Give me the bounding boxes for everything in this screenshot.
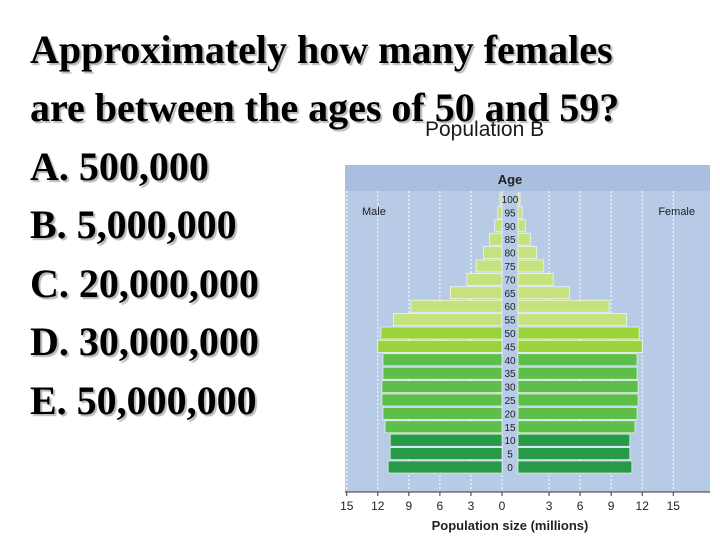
age-tick-label: 40 bbox=[504, 356, 516, 367]
bar-male-100 bbox=[499, 192, 503, 206]
bar-male-65 bbox=[449, 286, 503, 300]
bar-male-60 bbox=[410, 299, 503, 313]
bar-female-85 bbox=[517, 232, 531, 246]
x-tick-label: 15 bbox=[340, 499, 354, 513]
bar-male-70 bbox=[466, 273, 503, 286]
female-label: Female bbox=[658, 206, 695, 218]
x-tick-label: 9 bbox=[406, 499, 413, 513]
age-tick-label: 10 bbox=[504, 436, 516, 447]
chart-title: Population B bbox=[425, 118, 545, 141]
age-tick-label: 55 bbox=[504, 316, 516, 327]
bar-female-100 bbox=[517, 192, 521, 206]
age-tick-label: 5 bbox=[507, 450, 513, 461]
age-tick-label: 35 bbox=[504, 369, 516, 380]
age-tick-label: 100 bbox=[502, 195, 519, 206]
bar-female-0 bbox=[517, 460, 633, 474]
x-tick-label: 3 bbox=[468, 499, 475, 513]
option-c[interactable]: C. 20,000,000 bbox=[30, 261, 259, 306]
age-header-strip bbox=[345, 165, 710, 191]
bar-female-10 bbox=[517, 433, 631, 447]
bar-male-0 bbox=[387, 460, 503, 474]
age-tick-label: 75 bbox=[504, 262, 516, 273]
option-a[interactable]: A. 500,000 bbox=[30, 144, 209, 189]
bar-male-25 bbox=[381, 393, 503, 407]
bar-male-45 bbox=[377, 340, 503, 353]
age-tick-label: 30 bbox=[504, 383, 516, 394]
age-tick-label: 70 bbox=[504, 275, 516, 286]
x-axis-title: Population size (millions) bbox=[432, 518, 589, 533]
age-tick-label: 65 bbox=[504, 289, 516, 300]
bar-female-75 bbox=[517, 259, 545, 273]
option-b[interactable]: B. 5,000,000 bbox=[30, 202, 237, 247]
age-tick-label: 0 bbox=[507, 463, 513, 474]
bar-female-25 bbox=[517, 393, 639, 407]
age-tick-label: 20 bbox=[504, 409, 516, 420]
bar-female-30 bbox=[517, 380, 639, 393]
bar-male-75 bbox=[475, 259, 503, 273]
age-tick-label: 80 bbox=[504, 249, 516, 260]
bar-female-20 bbox=[517, 407, 638, 420]
bar-female-55 bbox=[517, 313, 627, 326]
bar-male-35 bbox=[382, 366, 503, 380]
age-tick-label: 25 bbox=[504, 396, 516, 407]
x-tick-label: 0 bbox=[499, 499, 506, 513]
age-tick-label: 95 bbox=[504, 208, 516, 219]
bar-female-80 bbox=[517, 246, 537, 259]
bar-male-30 bbox=[381, 380, 503, 393]
x-tick-label: 6 bbox=[437, 499, 444, 513]
bar-female-50 bbox=[517, 326, 640, 340]
bar-female-95 bbox=[517, 206, 523, 219]
bar-male-95 bbox=[497, 206, 503, 219]
option-e[interactable]: E. 50,000,000 bbox=[30, 378, 257, 423]
x-tick-label: 15 bbox=[667, 499, 681, 513]
bar-male-10 bbox=[389, 433, 503, 447]
bar-male-5 bbox=[389, 447, 503, 460]
age-tick-label: 85 bbox=[504, 235, 516, 246]
age-axis-label: Age bbox=[498, 172, 523, 187]
bar-male-15 bbox=[384, 420, 503, 434]
x-tick-label: 12 bbox=[371, 499, 385, 513]
x-tick-label: 9 bbox=[608, 499, 615, 513]
age-tick-label: 60 bbox=[504, 302, 516, 313]
age-tick-label: 15 bbox=[504, 423, 516, 434]
x-tick-label: 12 bbox=[636, 499, 650, 513]
bar-male-50 bbox=[380, 326, 503, 340]
age-tick-label: 50 bbox=[504, 329, 516, 340]
option-d[interactable]: D. 30,000,000 bbox=[30, 319, 259, 364]
bar-male-20 bbox=[382, 407, 503, 420]
bar-female-40 bbox=[517, 353, 638, 367]
bar-female-90 bbox=[517, 219, 526, 233]
bar-male-40 bbox=[382, 353, 503, 367]
bar-male-90 bbox=[494, 219, 503, 233]
age-tick-label: 45 bbox=[504, 342, 516, 353]
bar-female-60 bbox=[517, 299, 610, 313]
bar-female-35 bbox=[517, 366, 638, 380]
bar-male-55 bbox=[393, 313, 503, 326]
x-tick-label: 3 bbox=[546, 499, 553, 513]
question-line-1: Approximately how many females bbox=[30, 27, 613, 72]
age-tick-label: 90 bbox=[504, 222, 516, 233]
bar-female-65 bbox=[517, 286, 571, 300]
bar-male-80 bbox=[483, 246, 503, 259]
bar-male-85 bbox=[489, 232, 503, 246]
bar-female-45 bbox=[517, 340, 643, 353]
bar-female-70 bbox=[517, 273, 554, 286]
bar-female-5 bbox=[517, 447, 631, 460]
bar-female-15 bbox=[517, 420, 636, 434]
male-label: Male bbox=[362, 206, 386, 218]
question-line-2: are between the ages of 50 and 59? bbox=[30, 85, 620, 130]
x-tick-label: 6 bbox=[577, 499, 584, 513]
